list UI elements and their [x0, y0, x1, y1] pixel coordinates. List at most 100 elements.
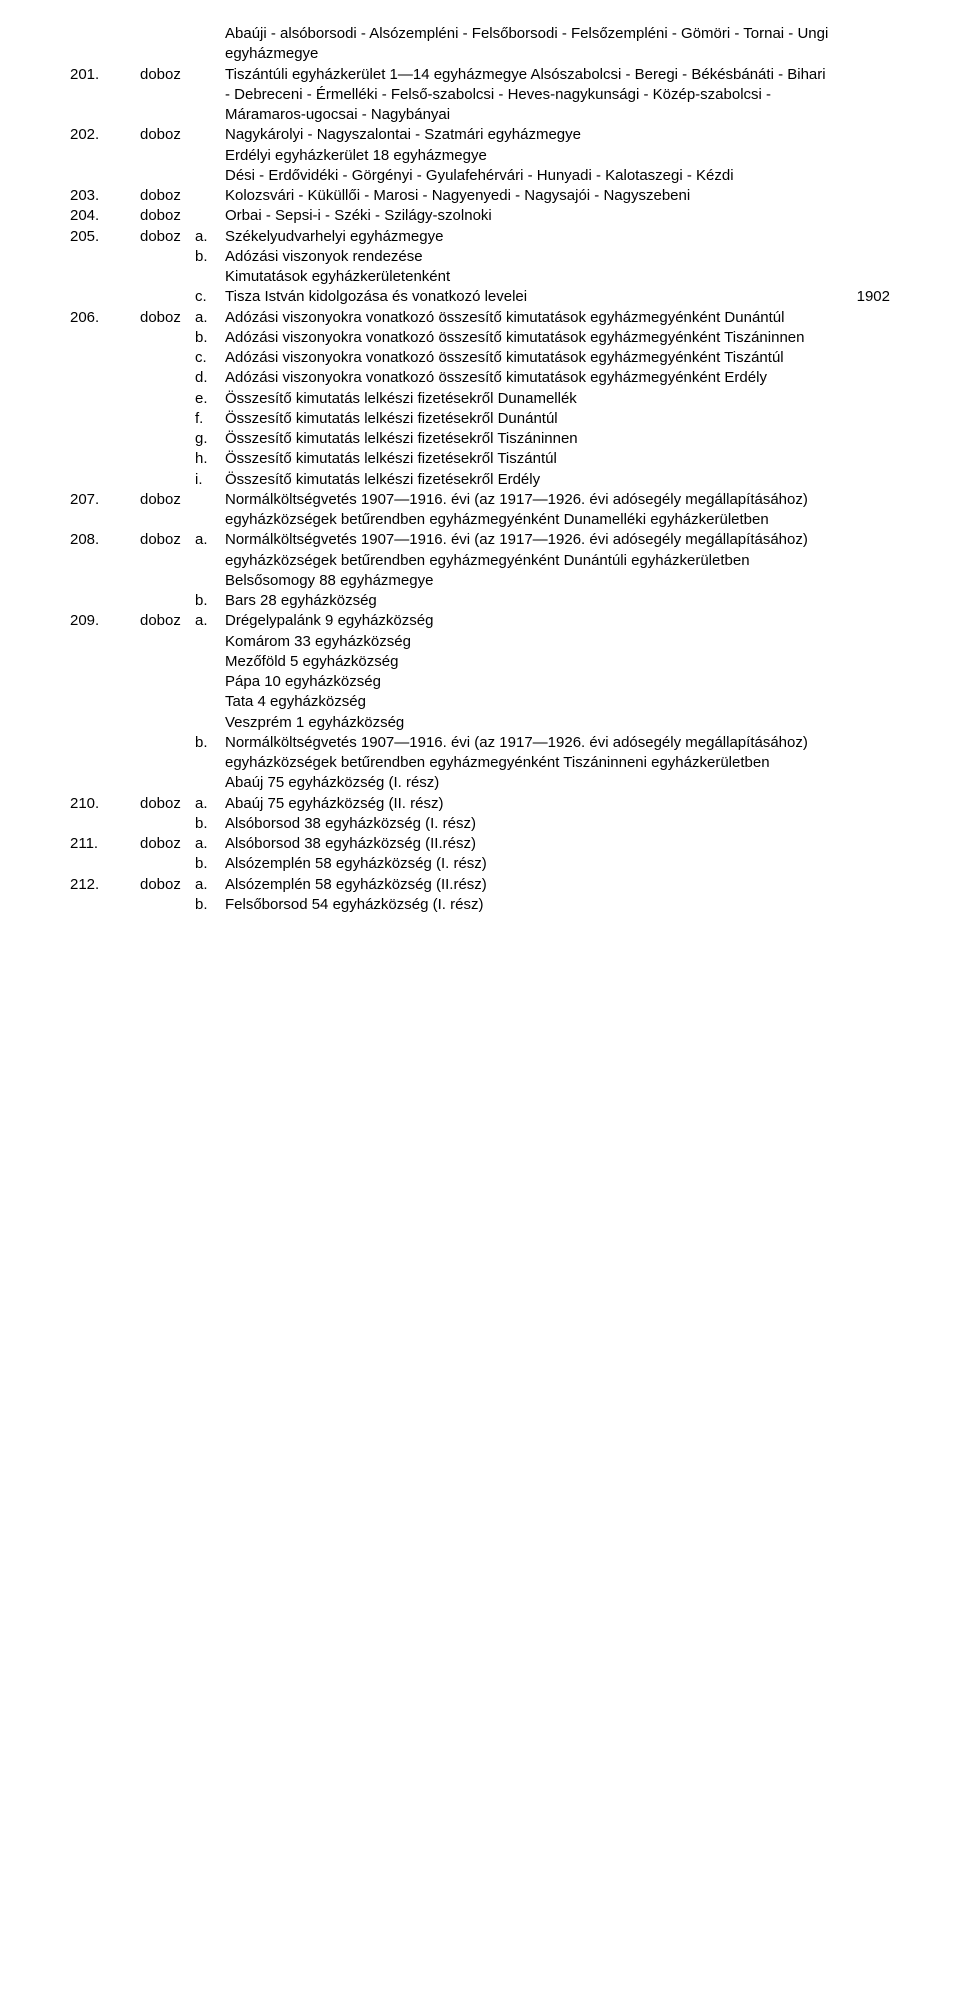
entry-text: Dési - Erdővidéki - Görgényi - Gyulafehé…: [225, 166, 830, 186]
sub-letter: c.: [195, 348, 225, 368]
entry-text: Kimutatások egyházkerületenként: [225, 267, 830, 287]
sub-letter: i.: [195, 470, 225, 490]
sub-letter: f.: [195, 409, 225, 429]
list-row: d.Adózási viszonyokra vonatkozó összesít…: [70, 368, 890, 388]
sub-letter: b.: [195, 247, 225, 267]
entry-text: Mezőföld 5 egyházközség: [225, 652, 830, 672]
entry-text: Pápa 10 egyházközség: [225, 672, 830, 692]
list-row: 207.doboz Normálköltségvetés 1907—1916. é…: [70, 490, 890, 531]
entry-text: Összesítő kimutatás lelkészi fizetésekrő…: [225, 389, 830, 409]
box-number: 203.: [70, 186, 140, 206]
doboz-label: doboz: [140, 186, 195, 206]
sub-letter: e.: [195, 389, 225, 409]
sub-letter: b.: [195, 733, 225, 753]
sub-letter: a.: [195, 794, 225, 814]
entry-text: Veszprém 1 egyházközség: [225, 713, 830, 733]
list-row: Veszprém 1 egyházközség: [70, 713, 890, 733]
entry-text: Drégelypalánk 9 egyházközség: [225, 611, 830, 631]
entry-text: Abaúji - alsóborsodi - Alsózempléni - Fe…: [225, 24, 830, 65]
entry-text: Tiszántúli egyházkerület 1—14 egyházmegy…: [225, 65, 830, 126]
list-row: 212.doboza.Alsózemplén 58 egyházközség (…: [70, 875, 890, 895]
list-row: 209.doboza.Drégelypalánk 9 egyházközség: [70, 611, 890, 631]
doboz-label: doboz: [140, 308, 195, 328]
entry-text: Kolozsvári - Küküllői - Marosi - Nagyeny…: [225, 186, 830, 206]
list-row: g.Összesítő kimutatás lelkészi fizetések…: [70, 429, 890, 449]
entry-text: Komárom 33 egyházközség: [225, 632, 830, 652]
list-row: 201.doboz Tiszántúli egyházkerület 1—14 e…: [70, 65, 890, 126]
box-number: 205.: [70, 227, 140, 247]
entry-text: Tisza István kidolgozása és vonatkozó le…: [225, 287, 830, 307]
list-row: 204.dobozOrbai - Sepsi-i - Széki - Szilá…: [70, 206, 890, 226]
box-number: 207.: [70, 490, 140, 510]
list-row: 203.doboz Kolozsvári - Küküllői - Marosi …: [70, 186, 890, 206]
sub-letter: a.: [195, 834, 225, 854]
list-row: c.Adózási viszonyokra vonatkozó összesít…: [70, 348, 890, 368]
list-row: 205.doboza.Székelyudvarhelyi egyházmegye: [70, 227, 890, 247]
sub-letter: a.: [195, 308, 225, 328]
box-number: 209.: [70, 611, 140, 631]
entry-text: Székelyudvarhelyi egyházmegye: [225, 227, 830, 247]
list-row: c.Tisza István kidolgozása és vonatkozó …: [70, 287, 890, 307]
sub-letter: b.: [195, 895, 225, 915]
doboz-label: doboz: [140, 65, 195, 85]
sub-letter: a.: [195, 227, 225, 247]
sub-letter: h.: [195, 449, 225, 469]
entry-text: Abaúj 75 egyházközség (II. rész): [225, 794, 830, 814]
box-number: 208.: [70, 530, 140, 550]
box-number: 202.: [70, 125, 140, 145]
list-row: Abaúji - alsóborsodi - Alsózempléni - Fe…: [70, 24, 890, 65]
doboz-label: doboz: [140, 227, 195, 247]
sub-letter: a.: [195, 611, 225, 631]
entry-text: Nagykárolyi - Nagyszalontai - Szatmári e…: [225, 125, 830, 145]
list-row: Abaúj 75 egyházközség (I. rész): [70, 773, 890, 793]
list-row: b.Bars 28 egyházközség: [70, 591, 890, 611]
list-row: b.Alsózemplén 58 egyházközség (I. rész): [70, 854, 890, 874]
list-row: i.Összesítő kimutatás lelkészi fizetések…: [70, 470, 890, 490]
entry-text: Összesítő kimutatás lelkészi fizetésekrő…: [225, 470, 830, 490]
sub-letter: c.: [195, 287, 225, 307]
list-row: 211.doboza.Alsóborsod 38 egyházközség (I…: [70, 834, 890, 854]
list-row: 208.doboza.Normálköltségvetés 1907—1916.…: [70, 530, 890, 571]
entry-text: Adózási viszonyokra vonatkozó összesítő …: [225, 368, 830, 388]
list-row: b.Normálköltségvetés 1907—1916. évi (az …: [70, 733, 890, 774]
entry-text: Normálköltségvetés 1907—1916. évi (az 19…: [225, 490, 830, 531]
sub-letter: b.: [195, 591, 225, 611]
entry-text: Összesítő kimutatás lelkészi fizetésekrő…: [225, 449, 830, 469]
entry-text: Alsóborsod 38 egyházközség (II.rész): [225, 834, 830, 854]
entry-text: Erdélyi egyházkerület 18 egyházmegye: [225, 146, 830, 166]
box-number: 206.: [70, 308, 140, 328]
entry-text: Adózási viszonyokra vonatkozó összesítő …: [225, 328, 830, 348]
list-row: b.Adózási viszonyokra vonatkozó összesít…: [70, 328, 890, 348]
entry-text: Adózási viszonyok rendezése: [225, 247, 830, 267]
entry-text: Normálköltségvetés 1907—1916. évi (az 19…: [225, 530, 830, 571]
sub-letter: a.: [195, 530, 225, 550]
doboz-label: doboz: [140, 490, 195, 510]
list-row: 206.doboza.Adózási viszonyokra vonatkozó…: [70, 308, 890, 328]
sub-letter: b.: [195, 328, 225, 348]
doboz-label: doboz: [140, 834, 195, 854]
list-row: b.Felsőborsod 54 egyházközség (I. rész): [70, 895, 890, 915]
box-number: 212.: [70, 875, 140, 895]
list-row: f.Összesítő kimutatás lelkészi fizetések…: [70, 409, 890, 429]
list-row: 202.dobozNagykárolyi - Nagyszalontai - S…: [70, 125, 890, 145]
entry-text: Felsőborsod 54 egyházközség (I. rész): [225, 895, 830, 915]
doboz-label: doboz: [140, 530, 195, 550]
box-number: 204.: [70, 206, 140, 226]
sub-letter: b.: [195, 814, 225, 834]
list-row: e.Összesítő kimutatás lelkészi fizetések…: [70, 389, 890, 409]
sub-letter: b.: [195, 854, 225, 874]
list-row: Erdélyi egyházkerület 18 egyházmegye: [70, 146, 890, 166]
list-row: Kimutatások egyházkerületenként: [70, 267, 890, 287]
entry-text: Tata 4 egyházközség: [225, 692, 830, 712]
sub-letter: g.: [195, 429, 225, 449]
year-label: 1902: [830, 287, 890, 307]
box-number: 211.: [70, 834, 140, 854]
box-number: 201.: [70, 65, 140, 85]
entry-text: Adózási viszonyokra vonatkozó összesítő …: [225, 308, 830, 328]
list-row: h.Összesítő kimutatás lelkészi fizetések…: [70, 449, 890, 469]
entry-text: Abaúj 75 egyházközség (I. rész): [225, 773, 830, 793]
doboz-label: doboz: [140, 206, 195, 226]
entry-text: Normálköltségvetés 1907—1916. évi (az 19…: [225, 733, 830, 774]
list-row: b.Adózási viszonyok rendezése: [70, 247, 890, 267]
entry-text: Alsóborsod 38 egyházközség (I. rész): [225, 814, 830, 834]
